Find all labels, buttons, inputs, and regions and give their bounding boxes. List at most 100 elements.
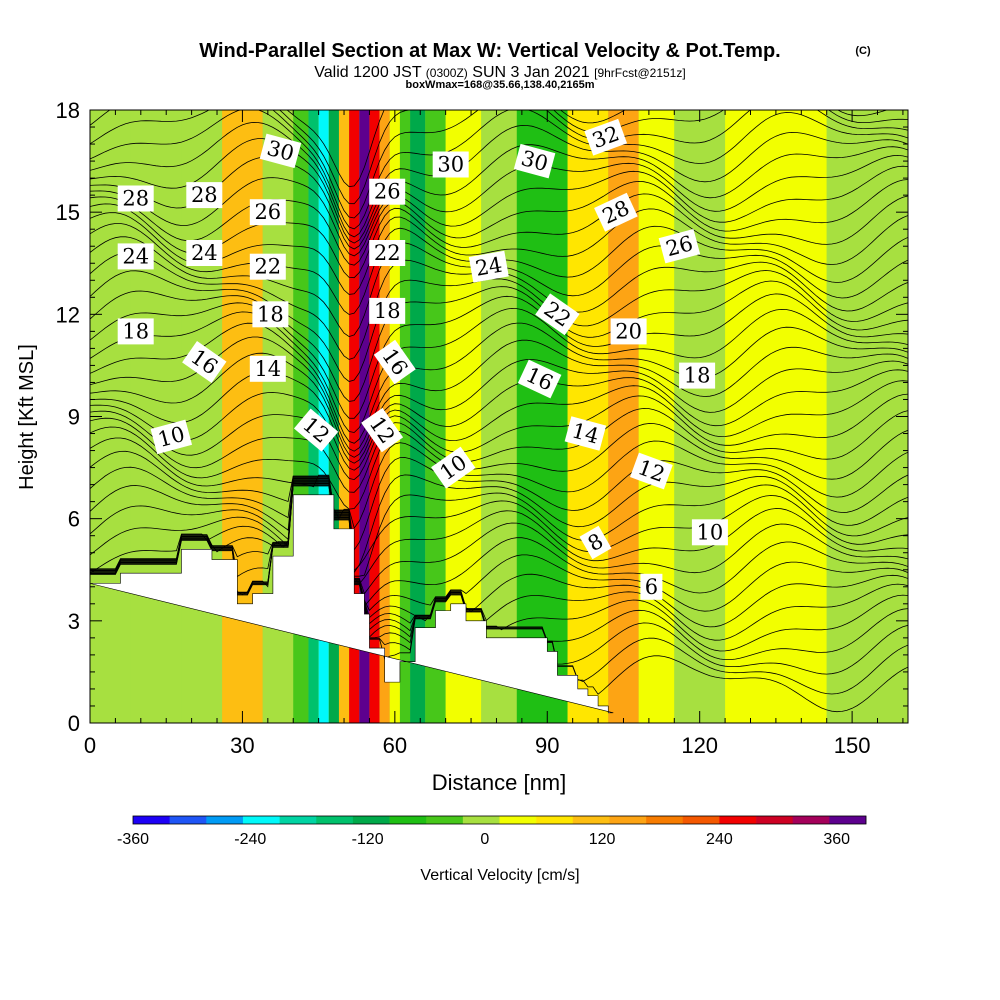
colorbar-swatch xyxy=(572,816,610,824)
velocity-band xyxy=(399,110,411,723)
y-tick-label: 9 xyxy=(68,405,80,430)
contour-label-text: 18 xyxy=(684,364,711,388)
colorbar-swatch xyxy=(719,816,757,824)
isentrope-line xyxy=(90,478,908,585)
contour-label-text: 28 xyxy=(191,183,218,207)
contour-label-bg xyxy=(610,318,647,345)
contour-label-bg xyxy=(369,178,406,205)
y-tick-label: 18 xyxy=(56,98,80,123)
contour-label-text: 22 xyxy=(254,255,281,279)
contour-label-bg xyxy=(186,240,223,266)
contour-label-bg xyxy=(259,133,302,169)
contour-label-bg xyxy=(630,452,673,490)
contour-label: 24 xyxy=(186,240,223,266)
valid-date: SUN 3 Jan 2021 xyxy=(472,64,590,81)
isentrope-line xyxy=(90,208,908,295)
contour-label: 30 xyxy=(259,133,302,169)
isentrope-line xyxy=(90,352,908,458)
colorbar-swatch xyxy=(426,816,464,824)
contour-label: 28 xyxy=(117,185,154,212)
colorbar-tick-label: 240 xyxy=(706,831,733,848)
contour-label-bg xyxy=(293,408,339,452)
contour-label-bg xyxy=(679,362,716,389)
contour-label-text: 24 xyxy=(474,253,504,281)
isentrope-line xyxy=(90,407,908,493)
contour-label-bg xyxy=(431,446,476,489)
isentrope-line xyxy=(90,193,908,279)
isentrope-line xyxy=(90,307,908,433)
contour-label-text: 10 xyxy=(697,520,724,544)
colorbar-swatch xyxy=(792,816,830,824)
isentrope-line xyxy=(90,179,908,266)
isentrope-line xyxy=(90,477,908,572)
isentrope-line xyxy=(90,270,908,382)
valid-time-utc: (0300Z) xyxy=(426,66,468,80)
isentrope-line xyxy=(90,110,908,230)
contour-label-text: 18 xyxy=(374,299,401,323)
contour-label: 14 xyxy=(249,355,286,382)
contour-label-bg xyxy=(369,297,406,324)
contour-label-bg xyxy=(252,301,289,328)
velocity-band xyxy=(516,110,568,723)
contour-label: 10 xyxy=(691,519,728,546)
contour-label: 30 xyxy=(513,143,556,179)
contour-label-text: 24 xyxy=(122,244,149,268)
isentrope-line xyxy=(90,336,908,452)
isentrope-line xyxy=(90,466,908,574)
copyright-mark: (C) xyxy=(855,45,871,57)
x-axis: 0 30 60 90 120 150 xyxy=(84,110,904,758)
colorbar-swatch xyxy=(389,816,427,824)
valid-time-prefix: Valid 1200 JST xyxy=(314,64,422,81)
contour-label: 14 xyxy=(564,416,607,451)
isentrope-line xyxy=(90,482,908,652)
colorbar-swatch xyxy=(169,816,207,824)
contour-label: 18 xyxy=(369,297,406,324)
contour-label: 22 xyxy=(369,240,406,266)
contour-label: 8 xyxy=(579,525,612,560)
contour-label-text: 26 xyxy=(374,180,401,204)
contour-label-bg xyxy=(432,151,469,178)
velocity-band xyxy=(349,110,360,723)
colorbar-swatch xyxy=(462,816,500,824)
x-axis-title: Distance [nm] xyxy=(432,770,567,795)
isentrope-line xyxy=(90,165,908,257)
colorbar-swatch xyxy=(609,816,647,824)
contour-label-bg xyxy=(249,355,286,382)
contour-label-bg xyxy=(658,228,701,264)
contour-label-bg xyxy=(691,519,728,546)
isentrope-line xyxy=(90,380,908,471)
y-tick-label: 3 xyxy=(68,609,80,634)
contour-label-bg xyxy=(517,359,562,399)
colorbar-frame xyxy=(132,815,867,825)
colorbar-swatch xyxy=(829,816,867,824)
contour-label: 26 xyxy=(249,199,286,226)
colorbar-tick-label: 360 xyxy=(823,831,850,848)
colorbar-swatch xyxy=(646,816,684,824)
x-tick-label: 150 xyxy=(834,733,871,758)
isentrope-line xyxy=(90,138,908,244)
x-tick-label: 60 xyxy=(383,733,407,758)
colorbar-swatch xyxy=(499,816,537,824)
isentrope-line xyxy=(90,482,908,641)
colorbar-swatch xyxy=(756,816,793,824)
isentrope-line xyxy=(90,154,908,250)
contour-label-text: 20 xyxy=(615,319,642,343)
contour-label-text: 24 xyxy=(191,241,218,265)
isentrope-line xyxy=(90,121,908,238)
contour-label-text: 6 xyxy=(645,575,658,599)
colorbar: -360 -240 -120 0 120 240 360 xyxy=(117,815,867,848)
contour-label: 28 xyxy=(186,182,223,209)
contour-label-text: 14 xyxy=(254,357,281,381)
contour-label: 20 xyxy=(610,318,647,345)
contour-label-bg xyxy=(186,182,223,209)
isentrope-line xyxy=(90,450,908,551)
contour-label-bg xyxy=(535,293,580,336)
colorbar-tick-label: -360 xyxy=(117,831,149,848)
isentrope-line xyxy=(90,369,908,464)
y-tick-label: 12 xyxy=(56,302,80,327)
velocity-band xyxy=(318,110,329,723)
contour-label-bg xyxy=(373,339,416,385)
contour-label: 30 xyxy=(432,151,469,178)
x-tick-label: 30 xyxy=(230,733,254,758)
